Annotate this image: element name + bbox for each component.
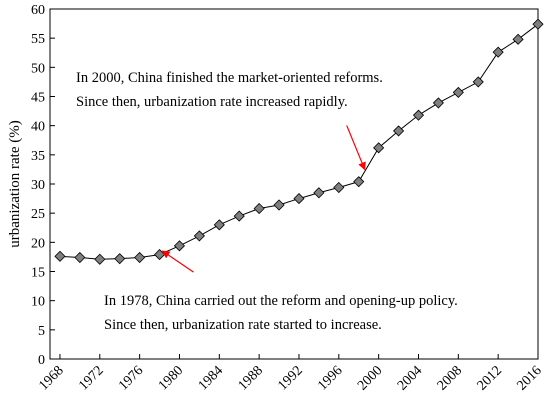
x-tick-label: 1980 [156, 363, 186, 393]
x-tick-label: 1984 [196, 363, 226, 393]
annotation-layer: In 2000, China finished the market-orien… [76, 70, 458, 333]
data-point-2006 [432, 97, 444, 109]
data-point-1998 [353, 176, 365, 188]
x-tick-label: 1996 [315, 363, 345, 393]
y-axis-title: urbanization rate (%) [7, 120, 23, 247]
series-line [59, 23, 539, 260]
y-tick-label: 50 [31, 61, 45, 76]
y-tick-label: 20 [31, 236, 45, 251]
annotation-1-line-1: In 2000, China finished the market-orien… [76, 70, 383, 86]
data-point-2012 [492, 46, 504, 58]
data-point-1994 [313, 187, 325, 199]
x-tick-label: 2004 [395, 363, 425, 393]
annotation-2-line-2: Since then, urbanization rate started to… [104, 317, 382, 333]
data-point-1970 [74, 251, 86, 264]
data-point-1996 [333, 181, 345, 194]
data-point-1988 [253, 202, 265, 215]
y-tick-label: 15 [31, 266, 45, 281]
data-point-2014 [512, 33, 524, 45]
annotation-1-line-2: Since then, urbanization rate increased … [76, 94, 348, 110]
data-point-1982 [193, 230, 205, 242]
x-tick-label: 2000 [355, 363, 385, 393]
x-tick-label: 1976 [116, 363, 146, 393]
annotation-1-arrow [346, 125, 366, 171]
series-layer [54, 18, 544, 265]
y-tick-label: 60 [31, 3, 45, 18]
data-point-2010 [472, 76, 484, 88]
y-tick-label: 40 [31, 120, 45, 135]
data-point-2008 [452, 86, 464, 98]
y-tick-label: 0 [38, 353, 45, 368]
data-point-1992 [293, 193, 305, 205]
y-tick-label: 30 [31, 178, 45, 193]
y-tick-label: 35 [31, 149, 45, 164]
y-tick-label: 55 [31, 32, 45, 47]
data-point-2002 [393, 125, 405, 137]
data-point-1980 [173, 240, 186, 252]
x-tick-label: 2012 [475, 363, 505, 393]
x-tick-label: 1992 [275, 363, 305, 393]
x-tick-label: 2016 [514, 363, 544, 393]
data-point-1990 [273, 199, 285, 211]
y-tick-label: 5 [38, 324, 45, 339]
y-tick-label: 25 [31, 207, 45, 222]
annotation-2-line-1: In 1978, China carried out the reform an… [104, 293, 458, 309]
x-tick-label: 1972 [76, 363, 106, 393]
y-tick-label: 10 [31, 295, 45, 310]
x-tick-label: 1988 [236, 363, 266, 393]
data-point-2004 [412, 109, 425, 121]
y-tick-label: 45 [31, 91, 45, 106]
data-point-1972 [94, 253, 106, 265]
data-point-1986 [233, 210, 245, 222]
data-point-1968 [54, 250, 66, 262]
x-tick-label: 2008 [435, 363, 465, 393]
annotation-2-arrow [161, 250, 194, 273]
data-point-1976 [134, 251, 146, 264]
data-point-2000 [373, 142, 385, 154]
data-point-2016 [532, 18, 544, 30]
data-point-1984 [213, 219, 225, 231]
data-point-1974 [114, 253, 126, 265]
